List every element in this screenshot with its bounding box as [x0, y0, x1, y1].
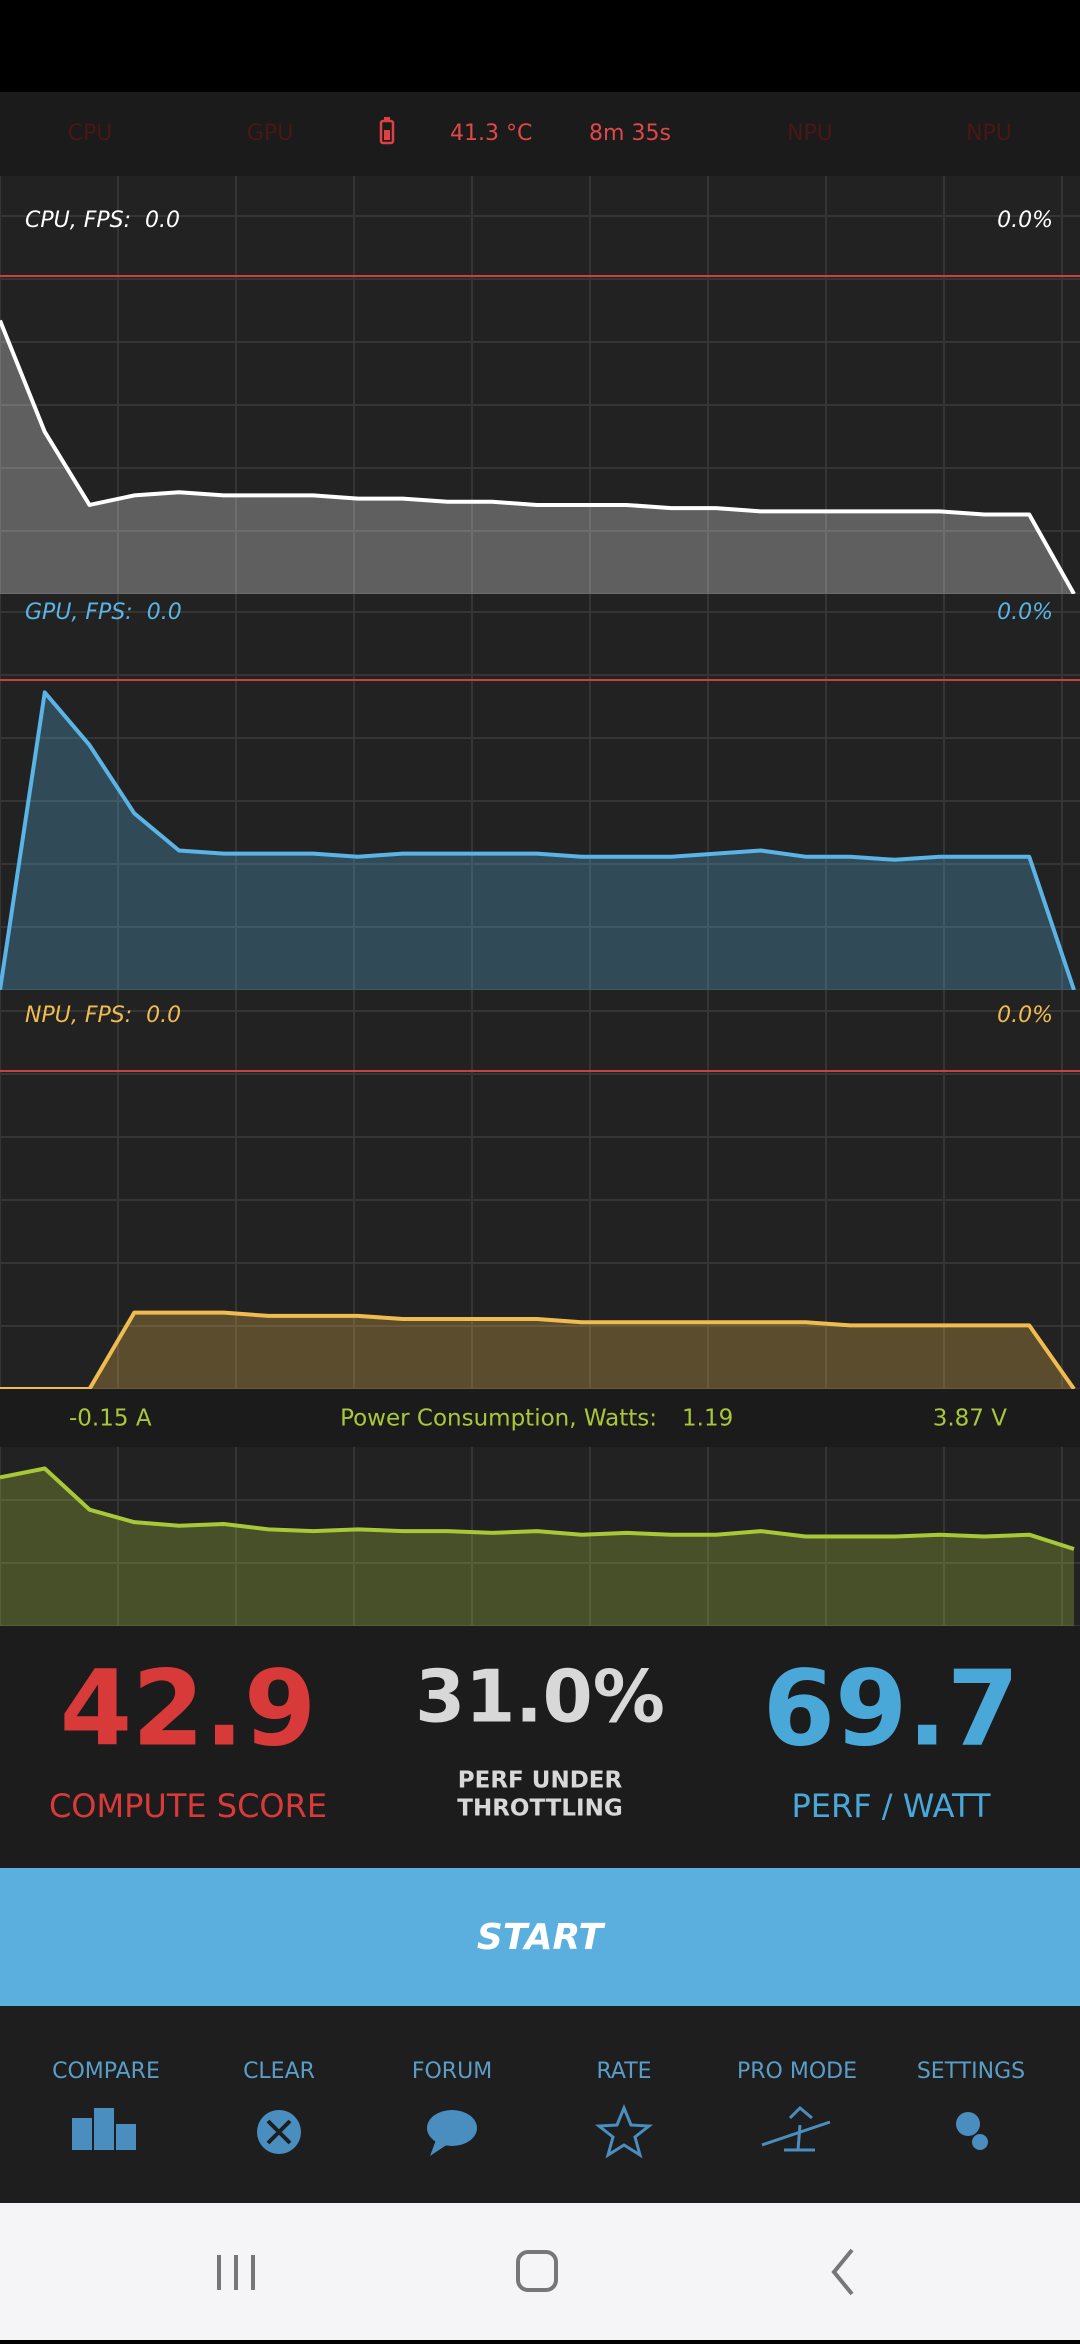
graph-label: CPU, FPS: — [25, 208, 131, 233]
score-label: PERF UNDER — [458, 1768, 623, 1794]
graphs: CPU, FPS: 0.0 0.0% GPU, FPS: 0.0 0.0% NPU, FPS… — [0, 176, 1080, 1627]
system-nav — [0, 2203, 1080, 2340]
status-bar — [0, 0, 1080, 92]
battery-icon — [379, 117, 395, 145]
current: -0.15 A — [69, 1406, 152, 1432]
graph-percent: 0.0% — [997, 1003, 1053, 1028]
area — [0, 1312, 1074, 1389]
line — [0, 1310, 1076, 1391]
recents-button[interactable] — [217, 2255, 255, 2290]
line — [0, 690, 1076, 991]
start-label: START — [477, 1917, 606, 1958]
line — [0, 319, 1076, 595]
graph-fps: 0.0 — [145, 208, 180, 233]
score-label: THROTTLING — [457, 1796, 622, 1822]
clear-icon — [257, 2110, 301, 2154]
rate-icon — [594, 2104, 654, 2159]
header-item: 41.3 °C — [450, 121, 532, 146]
power-label: Power Consumption, Watts: — [340, 1406, 657, 1432]
header-item: GPU — [247, 121, 293, 146]
home-button[interactable] — [516, 2250, 558, 2292]
score-label: PERF / WATT — [791, 1787, 991, 1825]
score-panel — [0, 1626, 1080, 1868]
score-value: 69.7 — [763, 1647, 1020, 1769]
graph-fps: 0.0 — [147, 600, 182, 625]
nav-icons — [72, 2104, 988, 2159]
header-item: NPU — [966, 121, 1012, 146]
watts: 1.19 — [682, 1406, 733, 1432]
pro-mode-icon — [761, 2105, 831, 2152]
area — [0, 1468, 1074, 1626]
nav-label[interactable]: CLEAR — [243, 2059, 315, 2084]
header-item: 8m 35s — [589, 121, 671, 146]
graph-label: NPU, FPS: — [25, 1003, 132, 1028]
start-button[interactable] — [0, 1868, 1080, 2006]
header-item: CPU — [68, 121, 113, 146]
area — [0, 692, 1074, 990]
graph-panel — [0, 594, 1080, 990]
power-header — [0, 1389, 1080, 1447]
graph-panel — [0, 176, 1080, 594]
graph-percent: 0.0% — [997, 600, 1053, 625]
line — [0, 1466, 1075, 1551]
score-value: 42.9 — [60, 1647, 317, 1769]
compare-icon — [72, 2108, 136, 2150]
nav-label[interactable]: PRO MODE — [737, 2059, 857, 2084]
nav-label[interactable]: SETTINGS — [917, 2059, 1025, 2084]
area — [0, 320, 1074, 594]
nav-label[interactable]: COMPARE — [52, 2059, 160, 2084]
graph-fps: 0.0 — [146, 1003, 181, 1028]
graph-label: GPU, FPS: — [25, 600, 133, 625]
score-value: 31.0% — [415, 1655, 665, 1739]
nav-label[interactable]: RATE — [596, 2059, 651, 2084]
back-button[interactable] — [831, 2248, 854, 2296]
nav-label[interactable]: FORUM — [412, 2059, 492, 2084]
settings-icon — [956, 2112, 988, 2150]
system-nav-icons — [217, 2248, 854, 2296]
graph-percent: 0.0% — [997, 208, 1053, 233]
forum-icon — [427, 2110, 477, 2156]
graph-panel — [0, 990, 1080, 1389]
header-item: NPU — [787, 121, 833, 146]
score-label: COMPUTE SCORE — [49, 1787, 327, 1825]
header-bar — [0, 92, 1080, 176]
bottom-nav — [0, 2006, 1080, 2203]
voltage: 3.87 V — [933, 1406, 1008, 1432]
